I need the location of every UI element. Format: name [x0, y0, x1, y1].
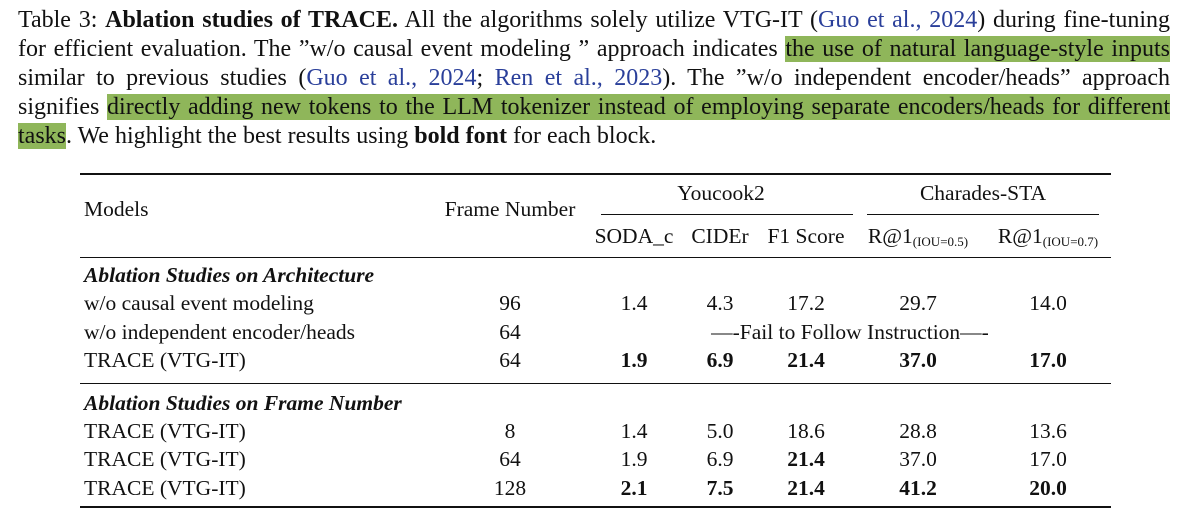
header-frame-number: Frame Number [444, 197, 576, 221]
youcook2-rule [601, 214, 853, 215]
header-f1-score: F1 Score [767, 224, 845, 248]
row-model: TRACE (VTG-IT) [84, 419, 246, 443]
caption-text: All the algorithms solely utilize VTG-IT… [404, 7, 818, 33]
row-model: w/o causal event modeling [84, 291, 314, 315]
row-model: w/o independent encoder/heads [84, 320, 356, 344]
row-note: —-Fail to Follow Instruction—- [711, 320, 989, 344]
row-soda: 1.4 [620, 419, 648, 443]
table-caption: Table 3: Ablation studies of TRACE. All … [18, 6, 1171, 151]
row-soda: 1.9 [620, 348, 648, 372]
row-cider: 7.5 [706, 476, 734, 500]
section-title: Ablation Studies on Architecture [84, 263, 375, 287]
row-model: TRACE (VTG-IT) [84, 476, 246, 500]
header-charades-sta: Charades-STA [919, 181, 1047, 205]
row-cider: 6.9 [706, 447, 734, 471]
header-r1-iou07: R@1(IOU=0.7) [997, 224, 1099, 249]
row-soda: 1.4 [620, 291, 648, 315]
charades-rule [867, 214, 1099, 215]
row-f1: 18.6 [787, 419, 825, 443]
header-youcook2: Youcook2 [677, 181, 765, 205]
citation-link[interactable]: Ren et al., 2023 [494, 65, 663, 91]
caption-text: ). The ”w/o independent encoder/heads” a… [18, 65, 1170, 120]
citation-link[interactable]: Guo et al., 2024 [817, 7, 978, 33]
caption-text: similar to previous studies ( [18, 65, 307, 91]
highlighted-text: the use of natural language-style inputs [785, 36, 1171, 62]
row-f1: 21.4 [787, 476, 825, 500]
citation-link[interactable]: Guo et al., 2024 [306, 65, 477, 91]
bottom-rule [80, 506, 1111, 508]
caption-text: . We highlight the best results using [66, 123, 409, 149]
row-cider: 6.9 [706, 348, 734, 372]
row-r07: 17.0 [1029, 447, 1067, 471]
row-frames: 64 [499, 447, 521, 471]
header-rule [80, 257, 1111, 258]
section-title: Ablation Studies on Frame Number [84, 391, 402, 415]
row-soda: 2.1 [620, 476, 648, 500]
header-models: Models [84, 197, 149, 221]
caption-title: Ablation studies of TRACE. [105, 7, 398, 33]
header-r1-iou05: R@1(IOU=0.5) [867, 224, 969, 249]
row-f1: 21.4 [787, 348, 825, 372]
row-f1: 17.2 [787, 291, 825, 315]
row-frames: 128 [493, 476, 527, 500]
row-r05: 37.0 [899, 447, 937, 471]
bold-phrase: bold font [414, 123, 507, 149]
ablation-table: Models Frame Number Youcook2 Charades-ST… [80, 173, 1111, 509]
header-soda: SODA_c [594, 224, 674, 248]
row-r05: 29.7 [899, 291, 937, 315]
row-r07: 20.0 [1029, 476, 1067, 500]
row-model: TRACE (VTG-IT) [84, 348, 246, 372]
row-r05: 37.0 [899, 348, 937, 372]
row-frames: 8 [504, 419, 516, 443]
row-cider: 5.0 [706, 419, 734, 443]
row-f1: 21.4 [787, 447, 825, 471]
header-cider: CIDEr [691, 224, 749, 248]
caption-text: for each block. [512, 123, 657, 149]
row-model: TRACE (VTG-IT) [84, 447, 246, 471]
caption-text: ) during fine-tuning for efficient evalu… [18, 7, 1171, 62]
section-rule [80, 383, 1111, 384]
row-r07: 13.6 [1029, 419, 1067, 443]
row-r05: 28.8 [899, 419, 937, 443]
row-r07: 14.0 [1029, 291, 1067, 315]
top-rule [80, 173, 1111, 175]
caption-text: ; [476, 65, 484, 91]
row-r07: 17.0 [1029, 348, 1067, 372]
row-cider: 4.3 [706, 291, 734, 315]
row-soda: 1.9 [620, 447, 648, 471]
row-frames: 96 [499, 291, 521, 315]
caption-label: Table 3: [18, 7, 98, 33]
row-frames: 64 [499, 348, 521, 372]
row-r05: 41.2 [899, 476, 937, 500]
row-frames: 64 [499, 320, 521, 344]
